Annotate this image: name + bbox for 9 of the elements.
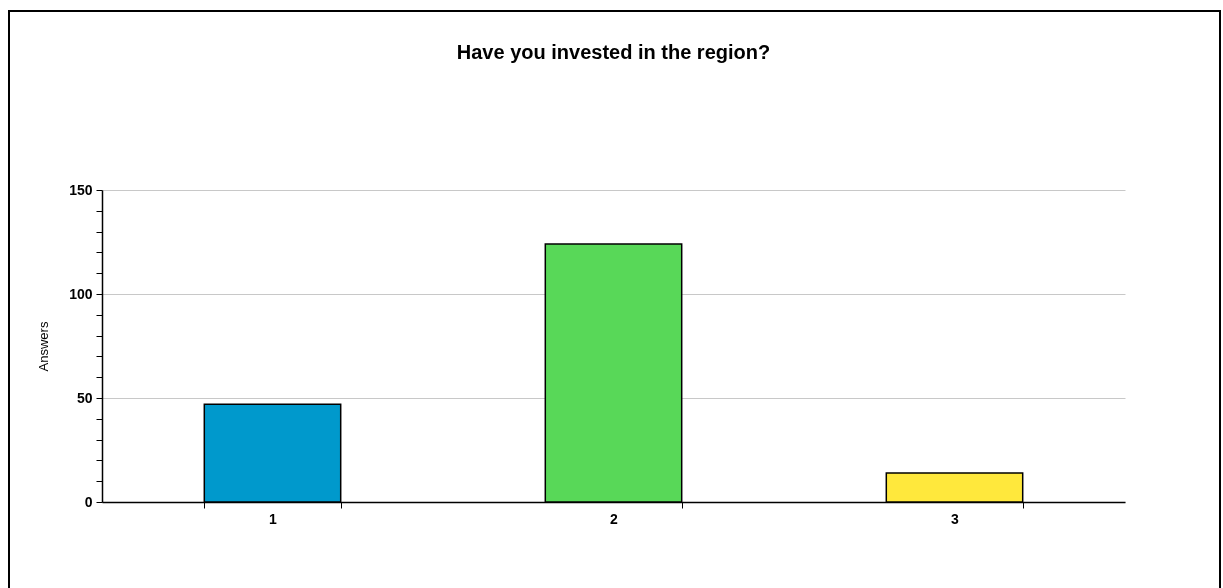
y-axis-title: Answers [36,321,52,372]
y-tick-label: 0 [84,493,93,510]
x-tick-label: 3 [951,510,960,527]
y-tick-label: 50 [76,389,93,406]
x-tick-label: 1 [269,510,278,527]
chart-title: Have you invested in the region? [456,41,771,63]
y-tick-label: 150 [69,181,93,198]
x-tick-label: 2 [610,510,619,527]
y-tick-label: 100 [69,285,93,302]
